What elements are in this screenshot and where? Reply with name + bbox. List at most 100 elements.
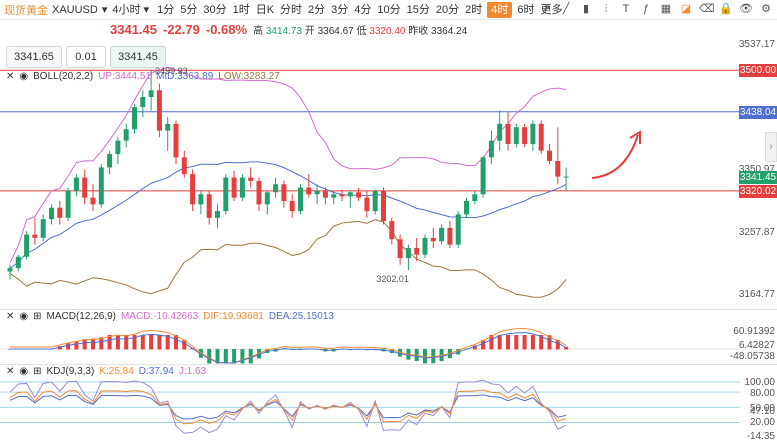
candle-body (65, 190, 71, 218)
low-label: 低 (356, 25, 367, 37)
candle-body (505, 123, 511, 144)
fx-icon[interactable]: ƒ (642, 3, 650, 15)
candle-body (447, 227, 453, 245)
candle-body (322, 190, 328, 198)
eye-icon[interactable]: ◉ (19, 366, 29, 377)
timeframe-selector[interactable]: 4小时 ▾ (112, 3, 150, 16)
prev-close-label: 昨收 (408, 25, 429, 37)
trend-arrow (591, 134, 639, 179)
close-icon[interactable]: ✕ (6, 311, 15, 322)
collapse-panel-button[interactable]: › (765, 132, 777, 162)
eye-icon[interactable]: ◉ (19, 311, 29, 322)
close-icon[interactable]: ✕ (6, 366, 15, 377)
macd-value: MACD:-10.42663 (120, 311, 199, 322)
kdj-axis-label: 100.00 (744, 377, 775, 388)
settings-icon[interactable]: ⊞ (33, 366, 42, 377)
indicator-icon[interactable]: ⫶ (604, 3, 608, 15)
eye-icon[interactable]: ◉ (19, 71, 29, 82)
period-11[interactable]: 20分 (435, 3, 460, 16)
candle-body (563, 176, 569, 178)
candle-body (239, 177, 245, 198)
period-3[interactable]: 1时 (232, 3, 250, 16)
kdj-k-line (9, 389, 567, 425)
macd-bar (215, 349, 220, 364)
candle-body (522, 127, 528, 144)
high-label: 高 (253, 25, 264, 37)
price-change-pct: -0.68% (205, 21, 248, 37)
candle-body (405, 247, 411, 259)
symbol-code: XAUUSD (52, 3, 98, 16)
period-9[interactable]: 10分 (377, 3, 401, 16)
kdj-chart (0, 379, 740, 434)
macd-bar (124, 335, 129, 350)
buy-price-button[interactable]: 3341.45 (110, 46, 166, 68)
period-0[interactable]: 1分 (157, 3, 175, 16)
period-2[interactable]: 30分 (203, 3, 227, 16)
period-14[interactable]: 6时 (517, 3, 535, 16)
price-axis-label: 3341.45 (739, 170, 777, 184)
grid-icon[interactable]: ▦ (660, 3, 672, 15)
lot-input[interactable]: 0.01 (66, 46, 106, 68)
eraser-icon[interactable]: ◪ (680, 3, 692, 15)
period-8[interactable]: 4分 (354, 3, 372, 16)
last-price: 3341.45 (110, 21, 157, 37)
macd-bar (57, 346, 62, 350)
candle-type-icon[interactable]: ▮ (582, 3, 590, 15)
draw-line-icon[interactable]: ↗ (541, 3, 551, 15)
candle-body (430, 237, 436, 242)
close-icon[interactable]: ✕ (6, 71, 15, 82)
price-axis-label: 3350.97 (739, 164, 775, 175)
period-12[interactable]: 2时 (465, 3, 483, 16)
ray-icon[interactable]: ╱ (562, 3, 570, 15)
candle-body (538, 123, 544, 151)
price-axis-label: 3438.04 (739, 105, 777, 119)
text-icon[interactable]: T (622, 3, 630, 15)
kdj-axis-label: -14.35 (746, 431, 775, 442)
eye-icon[interactable]: 👁 (739, 3, 753, 15)
candle-body (414, 247, 420, 255)
candle-body (513, 127, 519, 144)
candle-body (281, 184, 287, 202)
candle-body (497, 123, 503, 141)
candle-body (206, 194, 212, 218)
period-1[interactable]: 5分 (180, 3, 198, 16)
price-chart[interactable]: 3499.93 3202.01 (0, 40, 777, 310)
candle-body (140, 97, 146, 108)
candle-body (98, 167, 104, 205)
lock-icon[interactable]: 🔒 (719, 3, 733, 15)
candle-body (422, 237, 428, 255)
period-7[interactable]: 3分 (331, 3, 349, 16)
trend-arrow-head (629, 130, 641, 144)
symbol-name: 现货黄金 (4, 4, 48, 17)
candle-body (181, 157, 187, 175)
macd-bar (174, 335, 178, 350)
period-5[interactable]: 分时 (280, 3, 303, 16)
period-13[interactable]: 4时 (487, 1, 513, 18)
period-4[interactable]: 日K (255, 3, 275, 16)
undo-icon[interactable]: ⌫ (699, 3, 715, 15)
period-10[interactable]: 15分 (406, 3, 430, 16)
period-15[interactable]: 更多 (540, 3, 563, 16)
macd-dea-line (10, 332, 567, 364)
candle-body (107, 154, 113, 168)
boll-low: LOW:3283.27 (218, 71, 280, 82)
kdj-j-line (9, 379, 567, 434)
symbol-selector[interactable]: 现货黄金 XAUUSD ▾ (0, 2, 107, 18)
boll-up-line (9, 66, 567, 263)
candle-body (530, 123, 536, 144)
prev-close-value: 3364.24 (431, 25, 468, 37)
open-label: 开 (304, 25, 315, 37)
settings-icon[interactable]: ⚙ (761, 3, 771, 15)
price-axis-label: 3320.02 (739, 184, 777, 198)
candle-body (82, 177, 88, 198)
candle-body (480, 157, 486, 195)
macd-bar (240, 349, 245, 364)
macd-bar (431, 349, 436, 364)
period-6[interactable]: 2分 (308, 3, 326, 16)
sell-price-button[interactable]: 3341.65 (6, 46, 62, 68)
candle-body (24, 234, 30, 257)
settings-icon[interactable]: ⊞ (33, 311, 42, 322)
candle-body (347, 192, 353, 197)
macd-bar (423, 349, 427, 364)
macd-axis-label: 6.42827 (738, 340, 775, 351)
